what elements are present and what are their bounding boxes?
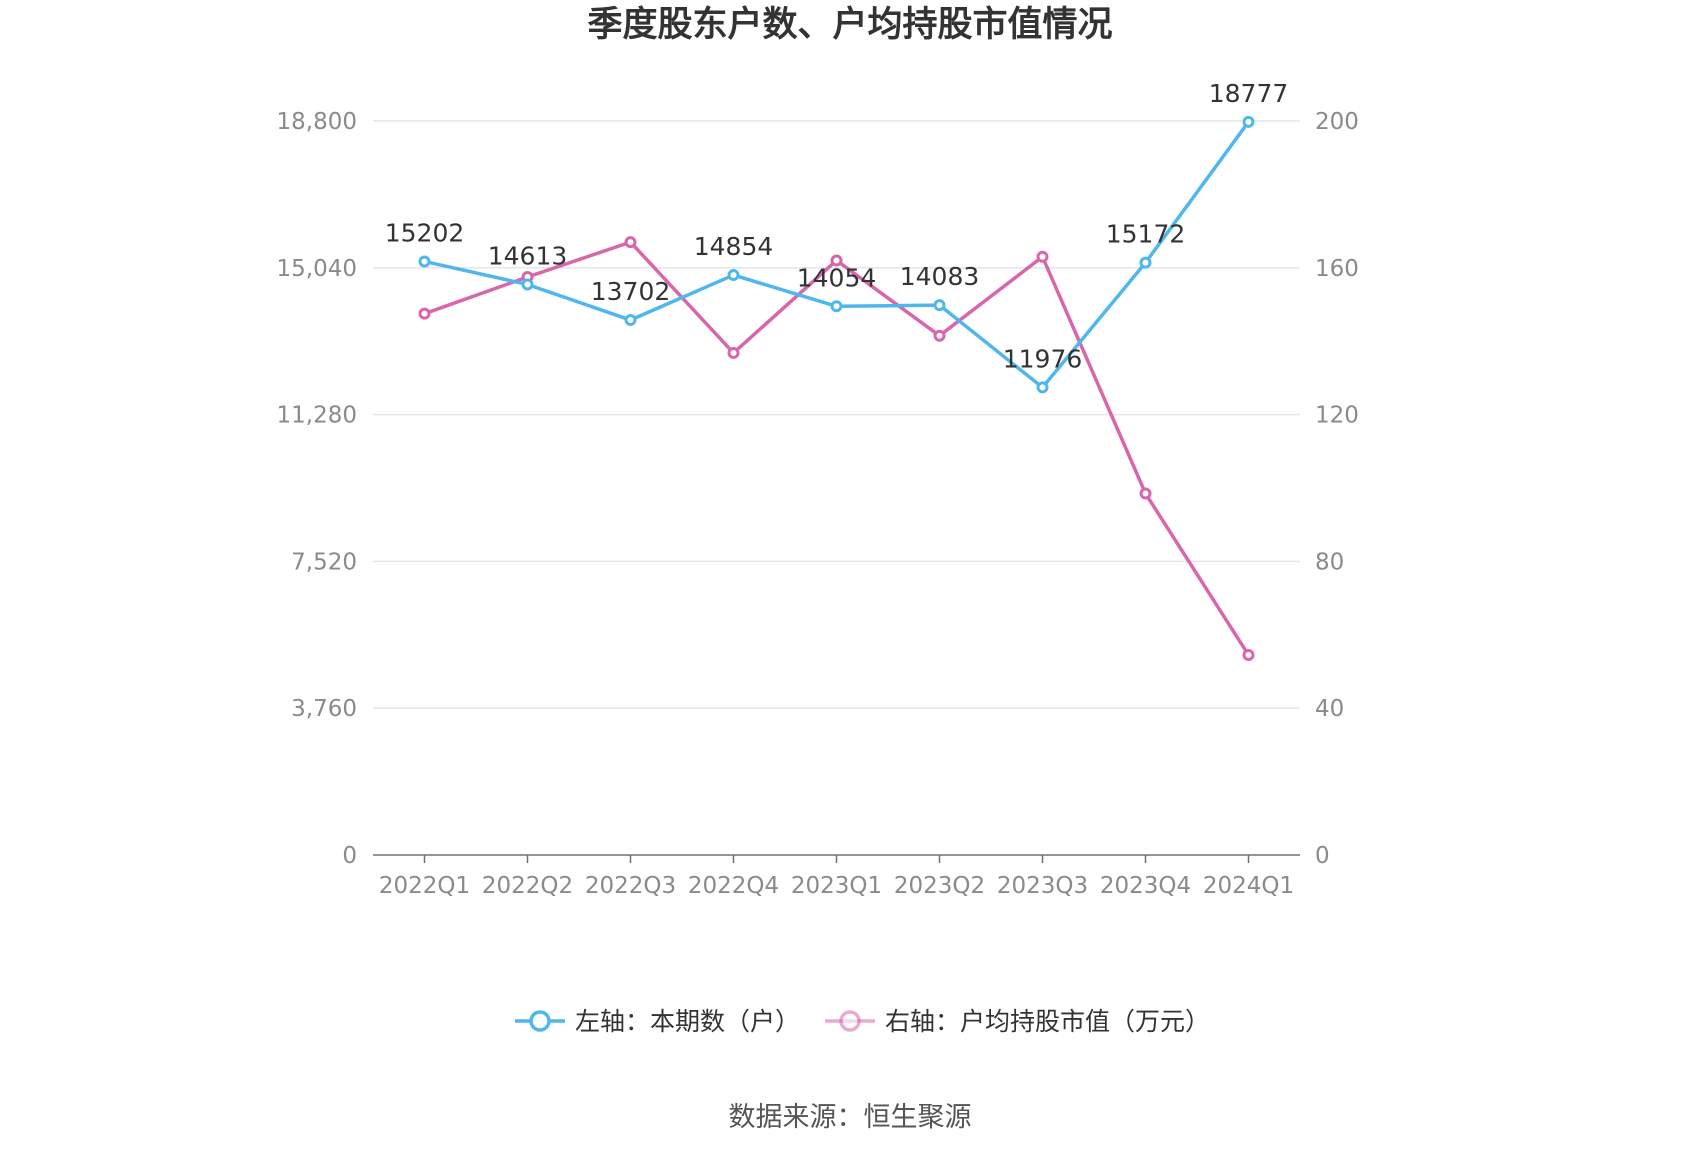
legend[interactable]: 左轴：本期数（户） 右轴：户均持股市值（万元） <box>515 1007 1210 1036</box>
legend-swatch-marker <box>839 1010 861 1032</box>
data-label: 15172 <box>1106 220 1186 249</box>
avg-holding-value-point[interactable] <box>624 236 637 249</box>
x-tick-label: 2023Q2 <box>894 873 985 899</box>
legend-item[interactable]: 右轴：户均持股市值（万元） <box>825 1007 1210 1036</box>
x-tick-label: 2022Q3 <box>585 873 676 899</box>
source-note: 数据来源：恒生聚源 <box>729 1102 972 1133</box>
y-right-tick-label: 40 <box>1315 696 1344 722</box>
avg-holding-value-point[interactable] <box>418 307 431 320</box>
data-label: 13702 <box>591 277 671 306</box>
x-tick-label: 2022Q1 <box>379 873 470 899</box>
shareholders-point[interactable] <box>933 299 946 312</box>
avg-holding-value-point[interactable] <box>830 254 843 267</box>
avg-holding-value-point[interactable] <box>1036 250 1049 263</box>
y-left-tick-label: 18,800 <box>277 109 357 135</box>
grid-lines <box>373 120 1300 709</box>
avg-holding-value-point[interactable] <box>1242 648 1255 661</box>
y-left-tick-label: 15,040 <box>277 256 357 282</box>
x-tick-label: 2022Q2 <box>482 873 573 899</box>
legend-swatch-marker <box>529 1010 551 1032</box>
series <box>418 115 1255 661</box>
legend-item[interactable]: 左轴：本期数（户） <box>515 1007 800 1036</box>
shareholders-point[interactable] <box>727 269 740 282</box>
y-left-tick-label: 11,280 <box>277 403 357 429</box>
x-tick-label: 2022Q4 <box>688 873 779 899</box>
y-right-tick-label: 160 <box>1315 256 1359 282</box>
y-left-tick-label: 7,520 <box>291 549 357 575</box>
shareholders-point[interactable] <box>830 300 843 313</box>
axes: 0 0 3,760 40 7,520 80 11,280 120 15,040 160 18,800… <box>277 109 1359 899</box>
data-label: 15202 <box>385 218 465 247</box>
shareholders-point[interactable] <box>1139 256 1152 269</box>
y-right-tick-label: 0 <box>1315 843 1330 869</box>
data-label: 14854 <box>694 232 774 261</box>
shareholders-point[interactable] <box>1242 115 1255 128</box>
shareholders-point[interactable] <box>418 255 431 268</box>
y-right-tick-label: 120 <box>1315 403 1359 429</box>
y-right-tick-label: 200 <box>1315 109 1359 135</box>
data-label: 14054 <box>797 263 877 292</box>
chart-title: 季度股东户数、户均持股市值情况 <box>587 5 1112 45</box>
x-tick-label: 2023Q4 <box>1100 873 1191 899</box>
shareholders-point[interactable] <box>1036 381 1049 394</box>
y-right-tick-label: 80 <box>1315 549 1344 575</box>
data-label: 18777 <box>1209 79 1289 108</box>
avg-holding-value-point[interactable] <box>933 329 946 342</box>
shareholders-point[interactable] <box>624 314 637 327</box>
data-label: 14613 <box>488 241 568 270</box>
data-labels: 15202 14613 13702 14854 14054 14083 11976 15172… <box>385 79 1289 374</box>
data-label: 11976 <box>1003 344 1083 373</box>
x-tick-label: 2023Q3 <box>997 873 1088 899</box>
y-left-tick-label: 3,760 <box>291 696 357 722</box>
legend-label: 左轴：本期数（户） <box>575 1007 800 1036</box>
data-label: 14083 <box>900 262 980 291</box>
shareholders-point[interactable] <box>521 278 534 291</box>
avg-holding-value-point[interactable] <box>1139 487 1152 500</box>
legend-label: 右轴：户均持股市值（万元） <box>885 1007 1210 1036</box>
x-tick-label: 2023Q1 <box>791 873 882 899</box>
avg-holding-value-point[interactable] <box>727 346 740 359</box>
x-tick-label: 2024Q1 <box>1203 873 1294 899</box>
y-left-tick-label: 0 <box>342 843 357 869</box>
